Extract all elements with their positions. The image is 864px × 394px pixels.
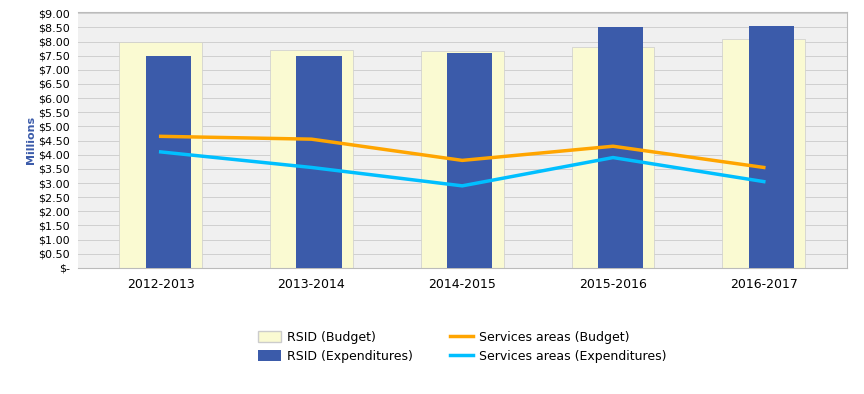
Bar [119,41,202,268]
Bar [598,28,643,268]
Bar [572,47,655,268]
Services areas (Budget) [156,134,166,139]
Services areas (Expenditures) [156,150,166,154]
Services areas (Expenditures) [457,184,467,188]
Services areas (Budget) [306,137,316,141]
Bar [421,52,504,268]
Bar [270,50,353,268]
Services areas (Expenditures) [306,165,316,170]
Legend: RSID (Budget), RSID (Expenditures), Services areas (Budget), Services areas (Exp: RSID (Budget), RSID (Expenditures), Serv… [258,331,666,363]
Y-axis label: Millions: Millions [26,116,35,164]
Line: Services areas (Budget): Services areas (Budget) [161,136,764,167]
Line: Services areas (Expenditures): Services areas (Expenditures) [161,152,764,186]
Bar [146,56,191,268]
Services areas (Expenditures) [759,179,769,184]
Bar [448,53,492,268]
Services areas (Budget) [759,165,769,170]
Bar [296,56,341,268]
Services areas (Budget) [457,158,467,163]
Bar [722,39,805,268]
Services areas (Budget) [608,144,619,149]
Bar [749,26,794,268]
Services areas (Expenditures) [608,155,619,160]
